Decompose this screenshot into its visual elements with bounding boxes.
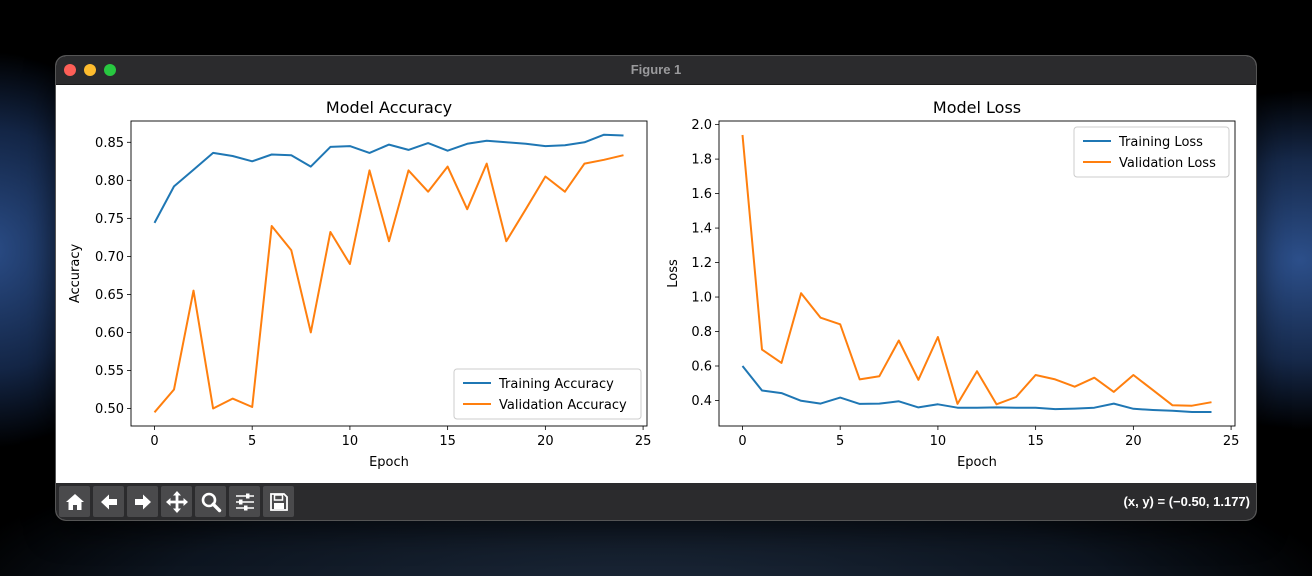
subplot-1: Model Accuracy 0 5 10 15 20 25 0.50 0.55 0.60 0.65… xyxy=(68,98,651,470)
x-tick-label: 20 xyxy=(537,434,554,449)
series-line-validation xyxy=(153,154,624,413)
y-tick-label: 0.65 xyxy=(95,288,124,303)
zoom-window-button[interactable] xyxy=(104,64,116,76)
y-tick-label: 1.4 xyxy=(691,222,712,237)
legend-label: Validation Loss xyxy=(1119,156,1216,171)
save-button[interactable] xyxy=(263,486,294,517)
y-tick-label: 1.6 xyxy=(691,187,712,202)
x-tick-label: 15 xyxy=(1027,434,1044,449)
configure-subplots-button[interactable] xyxy=(229,486,260,517)
x-tick-label: 5 xyxy=(248,434,256,449)
figure-canvas[interactable]: Model Accuracy 0 5 10 15 20 25 0.50 0.55 0.60 0.65… xyxy=(56,85,1256,483)
x-tick-label: 25 xyxy=(635,434,652,449)
home-button[interactable] xyxy=(59,486,90,517)
chart-title: Model Accuracy xyxy=(326,98,452,117)
y-tick-label: 0.80 xyxy=(95,174,124,189)
y-tick-label: 1.8 xyxy=(691,153,712,168)
legend-label: Training Accuracy xyxy=(498,377,614,392)
title-bar: Figure 1 xyxy=(56,56,1256,85)
save-floppy-icon xyxy=(269,492,288,511)
back-button[interactable] xyxy=(93,486,124,517)
series-line-training xyxy=(741,365,1212,413)
figure-window: Figure 1 Model Accuracy 0 5 10 15 20 25 0.50 0.5… xyxy=(56,56,1256,520)
series-line-validation xyxy=(741,134,1212,407)
zoom-button[interactable] xyxy=(195,486,226,517)
x-tick-label: 10 xyxy=(930,434,947,449)
y-tick-label: 0.4 xyxy=(691,394,712,409)
x-tick-label: 0 xyxy=(150,434,158,449)
back-arrow-icon xyxy=(100,494,117,509)
y-tick-label: 0.8 xyxy=(691,325,712,340)
legend-label: Validation Accuracy xyxy=(499,398,627,413)
zoom-magnifier-icon xyxy=(201,492,221,512)
legend: Training Accuracy Validation Accuracy xyxy=(453,368,642,420)
forward-button[interactable] xyxy=(127,486,158,517)
legend-label: Training Loss xyxy=(1118,135,1203,150)
close-window-button[interactable] xyxy=(64,64,76,76)
x-tick-label: 20 xyxy=(1125,434,1142,449)
x-tick-label: 15 xyxy=(439,434,456,449)
window-title: Figure 1 xyxy=(630,62,682,77)
home-icon xyxy=(65,493,84,510)
pan-button[interactable] xyxy=(161,486,192,517)
configure-subplots-icon xyxy=(235,493,254,510)
x-axis-label: Epoch xyxy=(957,455,997,470)
legend: Training Loss Validation Loss xyxy=(1073,126,1230,178)
x-tick-label: 25 xyxy=(1223,434,1240,449)
y-tick-label: 0.85 xyxy=(95,136,124,151)
y-tick-label: 0.6 xyxy=(691,360,712,375)
x-axis-label: Epoch xyxy=(369,455,409,470)
series-line-training xyxy=(153,133,624,224)
cursor-coordinates: (x, y) = (−0.50, 1.177) xyxy=(1123,494,1250,509)
axes-frame xyxy=(130,120,648,427)
y-tick-label: 1.2 xyxy=(691,256,712,271)
y-tick-label: 2.0 xyxy=(691,118,712,133)
subplot-2: Model Loss 0 5 10 15 20 25 0.4 0.6 0.8 1.0 1.2 1.4 1.… xyxy=(666,98,1239,470)
pan-move-icon xyxy=(165,490,188,513)
forward-arrow-icon xyxy=(134,494,151,509)
x-tick-label: 10 xyxy=(342,434,359,449)
legend-box xyxy=(453,368,642,420)
legend-box xyxy=(1073,126,1230,178)
axes-frame xyxy=(718,120,1236,427)
x-tick-label: 5 xyxy=(836,434,844,449)
y-tick-label: 0.75 xyxy=(95,212,124,227)
x-tick-label: 0 xyxy=(738,434,746,449)
y-tick-label: 0.70 xyxy=(95,250,124,265)
minimize-window-button[interactable] xyxy=(84,64,96,76)
y-tick-label: 0.60 xyxy=(95,326,124,341)
y-axis-label: Loss xyxy=(666,259,681,288)
chart-title: Model Loss xyxy=(933,98,1021,117)
y-tick-label: 1.0 xyxy=(691,291,712,306)
y-tick-label: 0.50 xyxy=(95,402,124,417)
y-tick-label: 0.55 xyxy=(95,364,124,379)
navigation-toolbar: (x, y) = (−0.50, 1.177) xyxy=(56,483,1256,520)
y-axis-label: Accuracy xyxy=(68,244,83,304)
